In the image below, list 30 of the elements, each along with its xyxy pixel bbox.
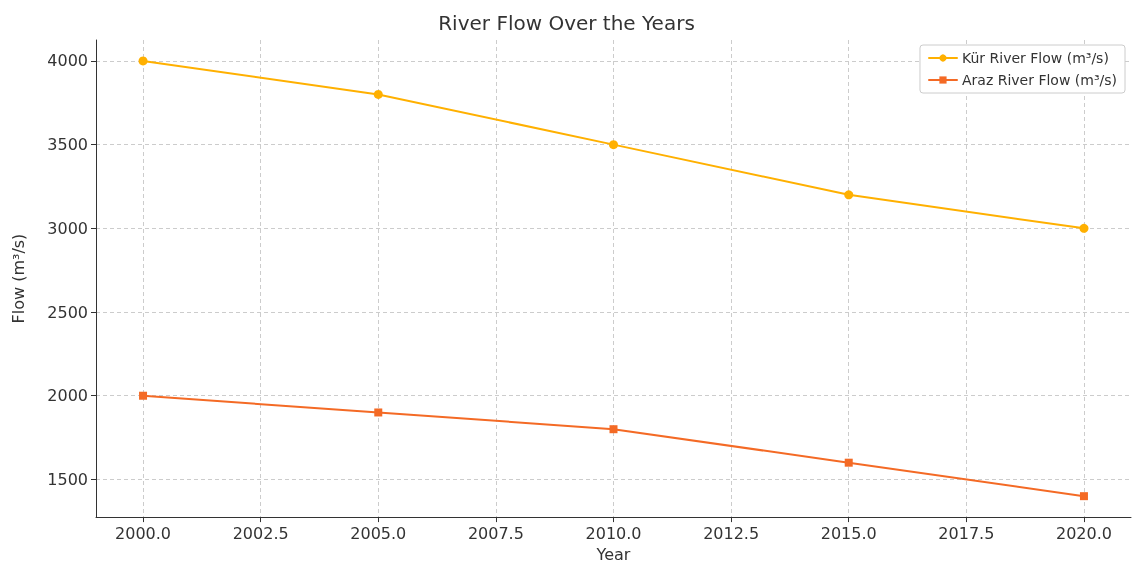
x-tick-label: 2017.5 xyxy=(938,523,995,543)
point xyxy=(609,425,618,434)
point xyxy=(844,190,854,200)
chart-title: River Flow Over the Years xyxy=(438,11,695,35)
point xyxy=(1079,492,1088,501)
x-tick-label: 2005.0 xyxy=(350,523,407,543)
point xyxy=(139,391,148,400)
x-tick-label: 2002.5 xyxy=(232,523,289,543)
point xyxy=(373,89,383,99)
x-tick-label: 2010.0 xyxy=(585,523,642,543)
y-tick-label: 2000 xyxy=(47,386,88,406)
x-tick-label: 2020.0 xyxy=(1055,523,1112,543)
legend-label: Kür River Flow (m³/s) xyxy=(961,50,1109,66)
point xyxy=(138,56,148,66)
y-tick-label: 4000 xyxy=(47,51,88,71)
point xyxy=(609,140,618,150)
y-tick-label: 3500 xyxy=(47,135,88,155)
y-axis-title: Flow (m³/s) xyxy=(8,233,28,324)
x-axis-title: Year xyxy=(595,544,631,564)
point xyxy=(844,458,853,467)
x-tick-label: 2000.0 xyxy=(115,523,172,543)
y-tick-label: 3000 xyxy=(47,218,88,238)
x-tick-label: 2012.5 xyxy=(703,523,760,543)
point xyxy=(1079,223,1089,233)
y-tick-label: 1500 xyxy=(47,469,88,489)
y-tick-label: 2500 xyxy=(47,302,88,322)
point xyxy=(374,408,383,417)
x-tick-label: 2007.5 xyxy=(467,523,524,543)
legend-label: Araz River Flow (m³/s) xyxy=(961,72,1118,88)
x-tick-label: 2015.0 xyxy=(820,523,877,543)
